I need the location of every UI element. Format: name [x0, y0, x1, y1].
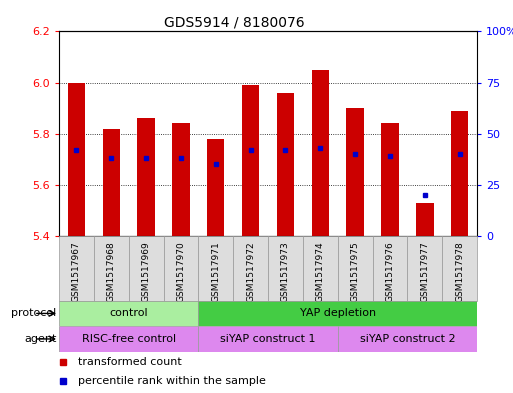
Text: protocol: protocol [11, 309, 56, 318]
Bar [268, 236, 303, 301]
Bar [242, 85, 260, 236]
Text: GSM1517974: GSM1517974 [316, 241, 325, 301]
Bar [68, 83, 85, 236]
Bar [129, 236, 164, 301]
Bar [137, 118, 155, 236]
Text: GSM1517976: GSM1517976 [385, 241, 394, 302]
Text: RISC-free control: RISC-free control [82, 334, 176, 344]
Bar [381, 123, 399, 236]
Bar [277, 93, 294, 236]
Text: GDS5914 / 8180076: GDS5914 / 8180076 [164, 15, 305, 29]
Bar [207, 139, 225, 236]
Text: GSM1517977: GSM1517977 [420, 241, 429, 302]
Text: siYAP construct 2: siYAP construct 2 [360, 334, 455, 344]
Bar [233, 236, 268, 301]
Bar [346, 108, 364, 236]
Bar [103, 129, 120, 236]
Bar [338, 236, 372, 301]
Bar [338, 326, 477, 352]
Bar [94, 236, 129, 301]
Text: GSM1517967: GSM1517967 [72, 241, 81, 302]
Bar [416, 202, 433, 236]
Text: siYAP construct 1: siYAP construct 1 [220, 334, 316, 344]
Bar [199, 236, 233, 301]
Bar [199, 301, 477, 326]
Text: GSM1517971: GSM1517971 [211, 241, 220, 302]
Text: agent: agent [24, 334, 56, 344]
Bar [199, 326, 338, 352]
Text: YAP depletion: YAP depletion [300, 309, 376, 318]
Bar [451, 111, 468, 236]
Bar [59, 301, 199, 326]
Bar [59, 326, 199, 352]
Bar [164, 236, 199, 301]
Bar [407, 236, 442, 301]
Text: GSM1517978: GSM1517978 [455, 241, 464, 302]
Bar [442, 236, 477, 301]
Bar [172, 123, 190, 236]
Text: GSM1517975: GSM1517975 [351, 241, 360, 302]
Text: transformed count: transformed count [78, 357, 182, 367]
Text: GSM1517972: GSM1517972 [246, 241, 255, 301]
Bar [311, 70, 329, 236]
Text: GSM1517973: GSM1517973 [281, 241, 290, 302]
Bar [372, 236, 407, 301]
Text: percentile rank within the sample: percentile rank within the sample [78, 376, 266, 386]
Text: GSM1517970: GSM1517970 [176, 241, 185, 302]
Text: GSM1517968: GSM1517968 [107, 241, 116, 302]
Text: control: control [109, 309, 148, 318]
Bar [303, 236, 338, 301]
Bar [59, 236, 94, 301]
Text: GSM1517969: GSM1517969 [142, 241, 151, 302]
